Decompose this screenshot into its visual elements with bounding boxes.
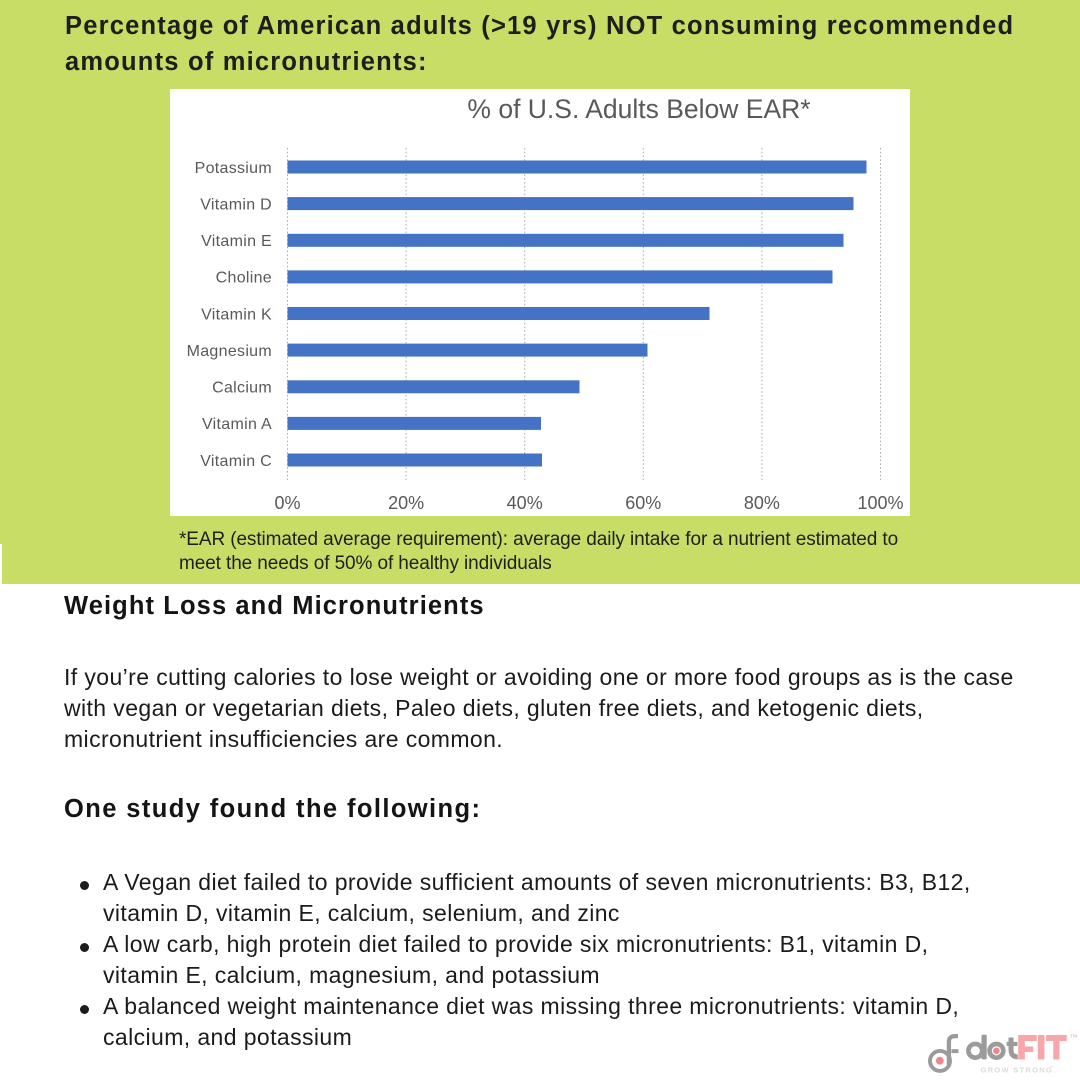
svg-text:Vitamin E: Vitamin E bbox=[201, 233, 272, 250]
svg-text:™: ™ bbox=[1070, 1033, 1078, 1042]
svg-text:40%: 40% bbox=[507, 493, 543, 513]
svg-text:0%: 0% bbox=[274, 493, 300, 513]
svg-text:Choline: Choline bbox=[216, 270, 272, 287]
svg-text:60%: 60% bbox=[625, 493, 661, 513]
svg-text:GROW STRONG.: GROW STRONG. bbox=[981, 1066, 1057, 1075]
svg-text:™: ™ bbox=[1050, 1065, 1055, 1070]
svg-text:% of U.S. Adults Below EAR*: % of U.S. Adults Below EAR* bbox=[467, 94, 810, 124]
svg-text:Vitamin A: Vitamin A bbox=[202, 416, 272, 433]
svg-text:20%: 20% bbox=[388, 493, 424, 513]
svg-text:Vitamin K: Vitamin K bbox=[201, 306, 272, 323]
svg-text:100%: 100% bbox=[857, 493, 903, 513]
svg-text:Magnesium: Magnesium bbox=[187, 343, 272, 360]
svg-text:Calcium: Calcium bbox=[212, 380, 272, 397]
svg-text:Potassium: Potassium bbox=[195, 160, 272, 177]
svg-text:Vitamin C: Vitamin C bbox=[200, 453, 272, 470]
svg-text:Vitamin D: Vitamin D bbox=[200, 196, 272, 213]
svg-text:80%: 80% bbox=[744, 493, 780, 513]
